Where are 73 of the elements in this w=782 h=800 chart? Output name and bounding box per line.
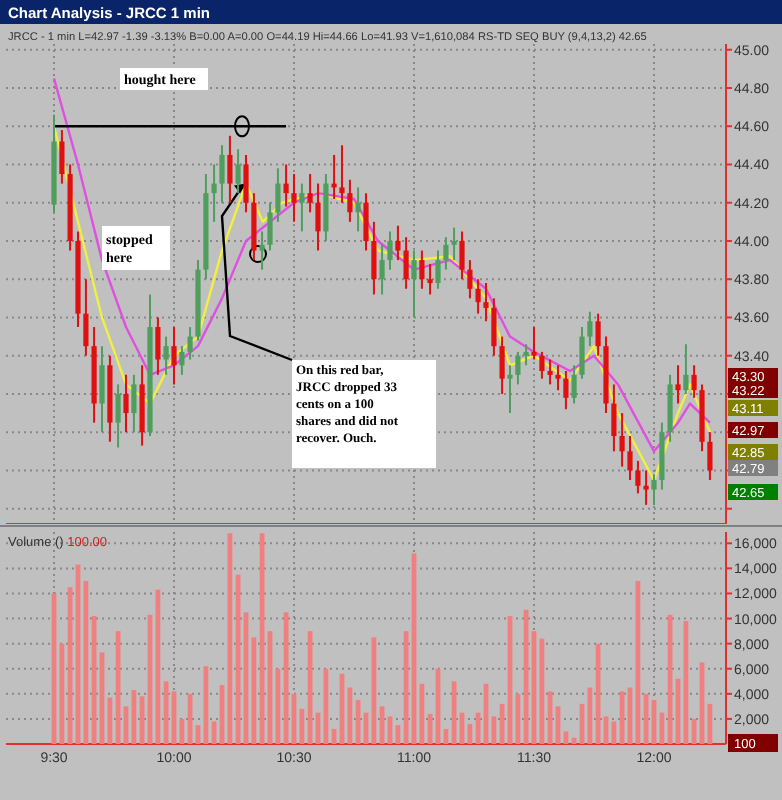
candlestick xyxy=(299,182,305,233)
candlestick xyxy=(635,459,641,495)
candlestick xyxy=(427,262,433,296)
candlestick xyxy=(331,153,337,200)
candlestick xyxy=(507,364,513,415)
candlestick xyxy=(571,364,577,405)
candlestick xyxy=(555,364,561,392)
candlestick xyxy=(83,278,89,357)
candlestick xyxy=(379,243,385,296)
candlestick xyxy=(403,236,409,290)
candlestick xyxy=(707,431,713,482)
candlestick xyxy=(259,230,265,271)
candlestick xyxy=(467,259,473,300)
candlestick xyxy=(363,192,369,252)
candlestick xyxy=(227,134,233,204)
candlestick xyxy=(275,167,281,223)
candlestick xyxy=(547,358,553,386)
candlestick xyxy=(99,345,105,434)
candlestick xyxy=(347,178,353,223)
candlestick xyxy=(115,383,121,449)
candlestick xyxy=(307,173,313,214)
candlestick xyxy=(323,173,329,242)
candlestick xyxy=(659,421,665,491)
candlestick xyxy=(283,163,289,208)
candlestick xyxy=(131,373,137,434)
candlestick xyxy=(155,316,161,376)
candlestick xyxy=(491,297,497,357)
candlestick xyxy=(411,249,417,319)
candlestick xyxy=(683,343,689,395)
candlestick xyxy=(339,144,345,204)
candlestick xyxy=(291,173,297,223)
candlestick xyxy=(355,186,361,233)
candlestick xyxy=(419,249,425,290)
candlestick xyxy=(139,364,145,447)
candlestick xyxy=(651,473,657,506)
candlestick xyxy=(163,335,169,376)
candlestick xyxy=(627,435,633,482)
candlestick xyxy=(451,226,457,262)
candlestick xyxy=(539,350,545,380)
candlestick xyxy=(515,350,521,386)
candlestick xyxy=(211,163,217,223)
candlestick xyxy=(691,364,697,399)
candlestick xyxy=(243,153,249,214)
candlestick xyxy=(499,335,505,395)
candlestick xyxy=(531,326,537,361)
candlestick xyxy=(59,129,65,185)
candlestick xyxy=(187,326,193,361)
candlestick xyxy=(435,249,441,290)
candlestick xyxy=(459,230,465,281)
candlestick xyxy=(171,326,177,386)
line-series xyxy=(52,77,712,453)
candlestick xyxy=(219,144,225,204)
candlestick xyxy=(267,201,273,252)
candlestick xyxy=(579,326,585,380)
candlestick xyxy=(475,278,481,315)
candlestick xyxy=(315,182,321,252)
candlestick xyxy=(595,312,601,357)
candlestick xyxy=(675,364,681,405)
candlestick xyxy=(483,282,489,323)
candlestick xyxy=(179,345,185,376)
candlestick xyxy=(619,412,625,468)
candlestick xyxy=(371,220,377,296)
candlestick xyxy=(611,383,617,453)
candlestick xyxy=(563,370,569,411)
candlestick xyxy=(395,224,401,262)
candlestick xyxy=(387,230,393,271)
candlestick xyxy=(643,469,649,506)
candlestick xyxy=(587,310,593,348)
candlestick xyxy=(667,373,673,443)
candlestick xyxy=(443,236,449,271)
candlestick xyxy=(251,192,257,262)
candlestick xyxy=(523,343,529,367)
candlestick xyxy=(123,373,129,434)
